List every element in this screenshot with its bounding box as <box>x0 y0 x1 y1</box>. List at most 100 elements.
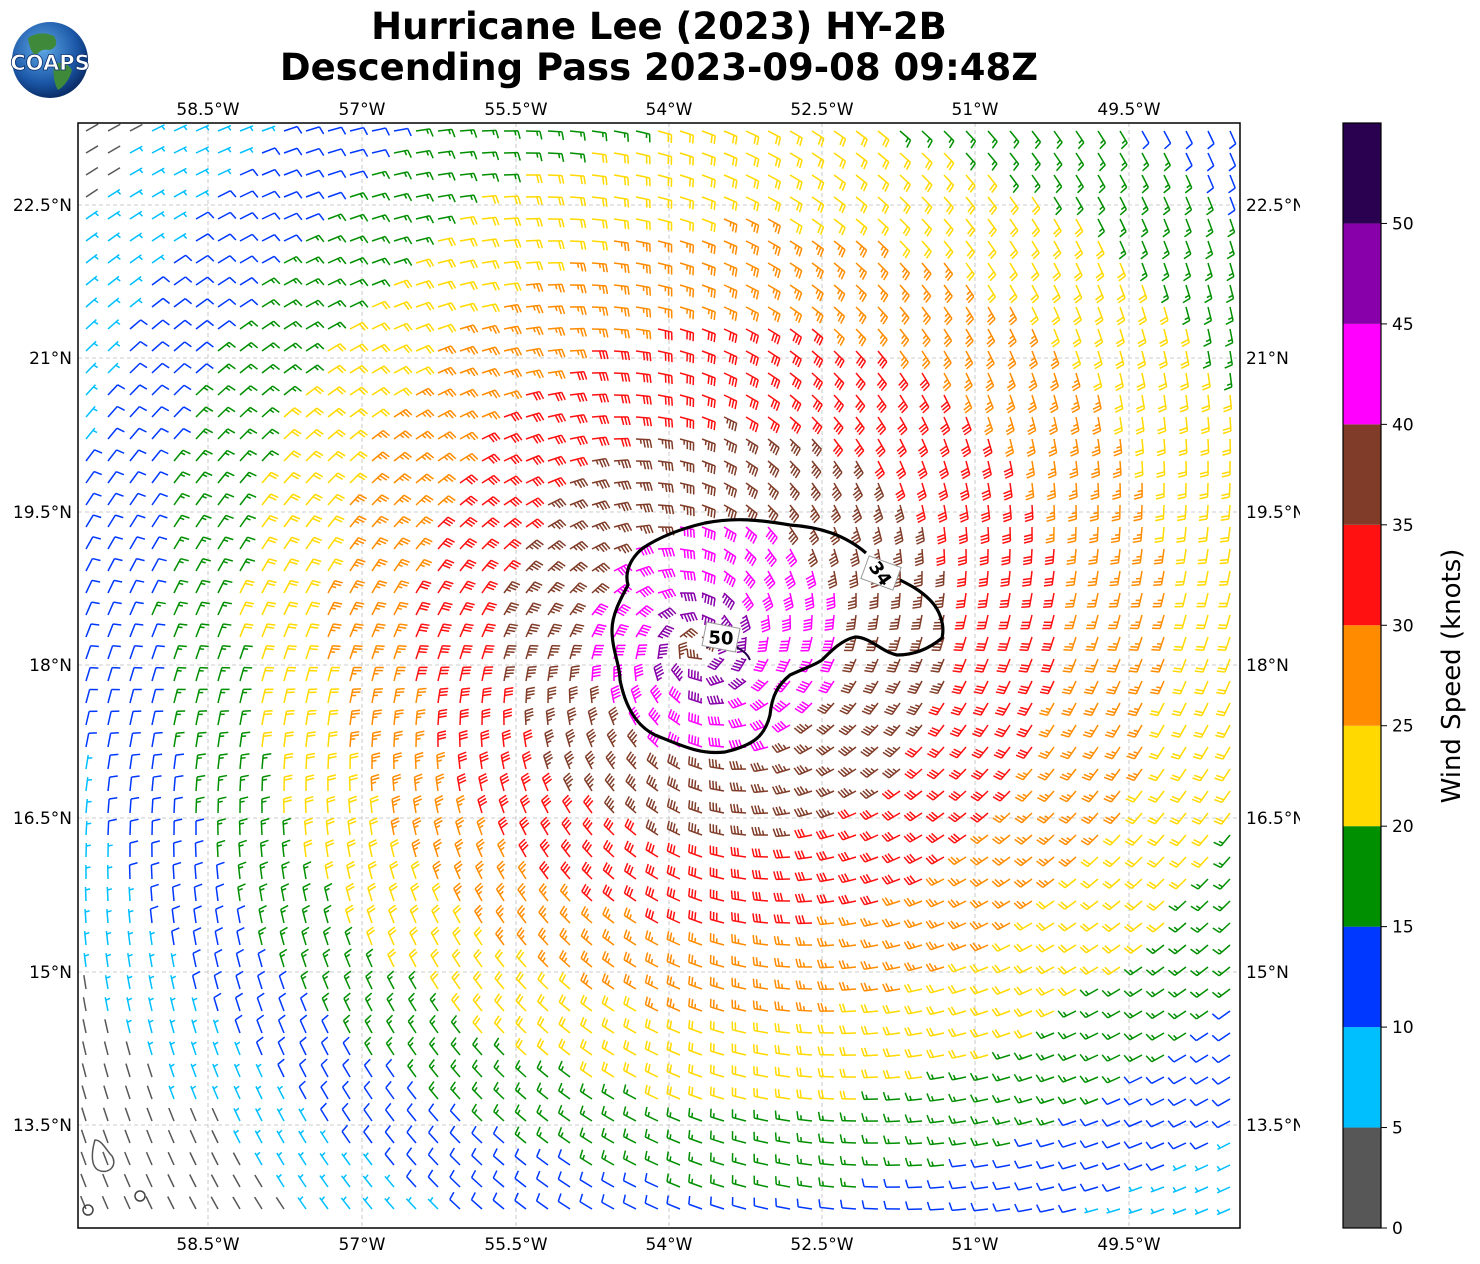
wind-barb <box>746 417 758 432</box>
wind-barb <box>1229 175 1236 193</box>
wind-barb <box>876 417 885 435</box>
wind-barb <box>846 615 856 630</box>
wind-barb <box>284 235 302 241</box>
wind-barb <box>1090 505 1098 521</box>
wind-barb <box>775 1001 790 1011</box>
wind-barb <box>1080 1076 1098 1083</box>
wind-barb <box>812 461 821 478</box>
wind-barb <box>603 907 614 923</box>
wind-barb <box>152 624 165 637</box>
wind-barb <box>862 1179 878 1187</box>
wind-barb <box>911 615 922 629</box>
wind-barb <box>372 602 386 615</box>
wind-barb <box>966 131 976 148</box>
wind-barb <box>1015 1182 1032 1189</box>
wind-barb <box>372 193 390 200</box>
wind-barb <box>146 1152 152 1165</box>
wind-barb <box>1215 725 1230 737</box>
wind-barb <box>915 549 923 566</box>
wind-barb <box>614 285 629 295</box>
wind-barb <box>548 541 566 550</box>
wind-barb <box>1138 329 1146 347</box>
wind-barb <box>152 363 169 373</box>
wind-barb <box>658 483 673 493</box>
wind-barb <box>840 1156 856 1165</box>
wind-barb <box>841 1178 856 1187</box>
wind-barb <box>565 751 574 769</box>
wind-barb <box>130 342 147 351</box>
wind-barb <box>602 1084 614 1099</box>
wind-barb <box>746 527 757 543</box>
wind-barb <box>1039 703 1054 715</box>
wind-barb <box>926 833 944 842</box>
wind-barb <box>949 1137 966 1145</box>
wind-barb <box>750 700 768 711</box>
wind-barb <box>949 791 966 800</box>
wind-barb <box>108 298 120 307</box>
wind-barb <box>240 581 254 593</box>
wind-barb <box>904 876 922 885</box>
wind-barb <box>343 1059 350 1077</box>
latitude-tick-label: 15°N <box>1246 963 1289 983</box>
wind-barb <box>1098 197 1105 215</box>
wind-barb <box>458 752 466 769</box>
wind-barb <box>1032 131 1040 149</box>
wind-barb <box>927 747 944 757</box>
wind-barb <box>240 646 253 659</box>
wind-barb <box>152 668 164 681</box>
wind-barb <box>768 439 779 455</box>
wind-barb <box>1054 153 1062 171</box>
wind-barb <box>834 241 845 257</box>
wind-barb <box>482 239 499 247</box>
wind-barb <box>751 784 768 792</box>
wind-barb <box>907 681 922 693</box>
wind-barb <box>1132 549 1142 564</box>
wind-barb <box>1094 373 1102 391</box>
wind-barb <box>768 417 779 433</box>
wind-barb <box>218 147 231 153</box>
wind-barb <box>680 263 693 275</box>
wind-barb <box>278 1059 284 1077</box>
wind-barb <box>322 1037 328 1055</box>
wind-barb <box>1135 461 1143 477</box>
wind-barb <box>1017 703 1032 715</box>
wind-barb <box>347 840 355 857</box>
wind-barb <box>702 285 715 298</box>
wind-barb <box>1117 307 1125 325</box>
wind-barb <box>239 840 247 857</box>
wind-barb <box>752 848 768 857</box>
wind-barb <box>394 409 412 417</box>
wind-barb <box>776 1176 790 1187</box>
wind-barb <box>413 818 421 835</box>
wind-barb <box>277 1130 284 1143</box>
wind-barb <box>306 753 315 769</box>
wind-barb <box>1169 945 1186 954</box>
wind-barb <box>548 456 566 465</box>
wind-barb <box>636 351 651 361</box>
wind-barb <box>790 417 801 434</box>
wind-barb <box>965 351 973 369</box>
wind-barb <box>1014 923 1032 931</box>
wind-barb <box>559 972 570 989</box>
wind-barb <box>658 263 672 275</box>
wind-barb <box>819 1112 834 1121</box>
wind-barb <box>838 788 856 797</box>
wind-barb <box>320 1130 328 1143</box>
wind-barb <box>1128 703 1142 715</box>
wind-barb <box>328 127 346 134</box>
wind-barb <box>581 951 592 967</box>
wind-barb <box>1160 307 1168 325</box>
wind-barb <box>328 301 346 307</box>
wind-barb <box>196 711 207 725</box>
wind-barb <box>460 603 475 615</box>
wind-barb <box>1129 1187 1142 1192</box>
colorbar-bin <box>1343 324 1381 424</box>
wind-barb <box>216 906 224 923</box>
wind-barb <box>125 1152 130 1165</box>
wind-barb <box>1126 791 1142 802</box>
wind-barb <box>328 473 345 483</box>
wind-barb <box>108 255 120 263</box>
wind-barb <box>753 935 768 945</box>
wind-barb <box>645 1107 658 1121</box>
wind-barb <box>797 1089 812 1099</box>
